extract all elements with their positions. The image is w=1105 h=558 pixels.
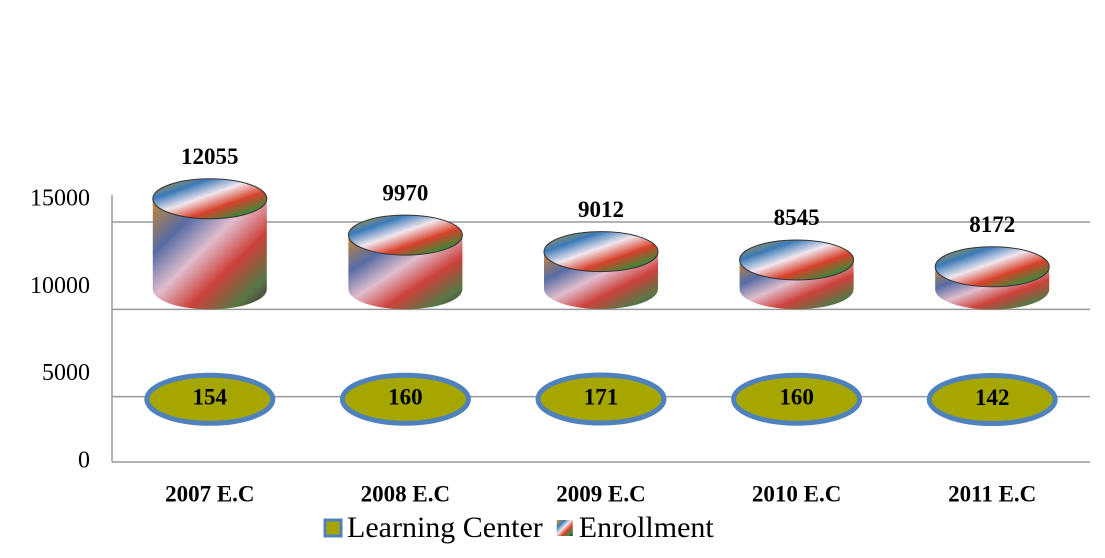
- cylinder-part: [739, 239, 855, 281]
- learning-center-disk: [144, 372, 276, 426]
- cylinder-part: [152, 198, 267, 310]
- learning-center-disk: [926, 373, 1058, 427]
- y-tick-label: 0: [78, 448, 90, 474]
- learning-center-disk: [731, 372, 863, 426]
- data-label: 8172: [969, 212, 1015, 237]
- enrollment-cylinder: [739, 239, 855, 310]
- cylinder-part: [543, 231, 659, 273]
- y-tick-label: 10000: [30, 273, 90, 299]
- y-tick-label: 5000: [42, 360, 90, 386]
- x-tick-label: 2008 E.C: [361, 481, 450, 506]
- enrollment-cylinder: [543, 231, 659, 310]
- data-label: 160: [388, 384, 423, 409]
- x-tick-label: 2011 E.C: [948, 481, 1036, 506]
- legend-label: Enrollment: [579, 511, 715, 544]
- cylinder-part: [152, 198, 267, 310]
- cylinder-part: [347, 214, 463, 256]
- cylinder-part: [348, 235, 463, 310]
- legend-swatch: [556, 520, 573, 536]
- y-tick-label: 15000: [30, 186, 90, 212]
- legend-label: Learning Center: [347, 511, 543, 544]
- data-label: 9970: [382, 180, 428, 205]
- enrollment-cylinder: [934, 246, 1050, 310]
- data-label: 154: [193, 385, 228, 410]
- x-tick-label: 2007 E.C: [165, 481, 254, 506]
- data-label: 12055: [181, 144, 239, 169]
- cylinder-part: [152, 178, 268, 220]
- data-label: 8545: [774, 205, 820, 230]
- data-label: 142: [975, 385, 1010, 410]
- data-label: 160: [779, 384, 814, 409]
- enrollment-cylinder: [347, 214, 463, 310]
- cylinder-part: [934, 246, 1050, 288]
- enrollment-cylinder: [152, 178, 268, 310]
- data-label: 171: [584, 384, 619, 409]
- data-label: 9012: [578, 197, 624, 222]
- cylinder-part: [348, 235, 463, 310]
- learning-center-disk: [535, 372, 667, 426]
- learning-center-disk: [339, 372, 471, 426]
- x-tick-label: 2010 E.C: [752, 481, 841, 506]
- x-tick-label: 2009 E.C: [556, 481, 645, 506]
- legend-swatch: [323, 518, 343, 538]
